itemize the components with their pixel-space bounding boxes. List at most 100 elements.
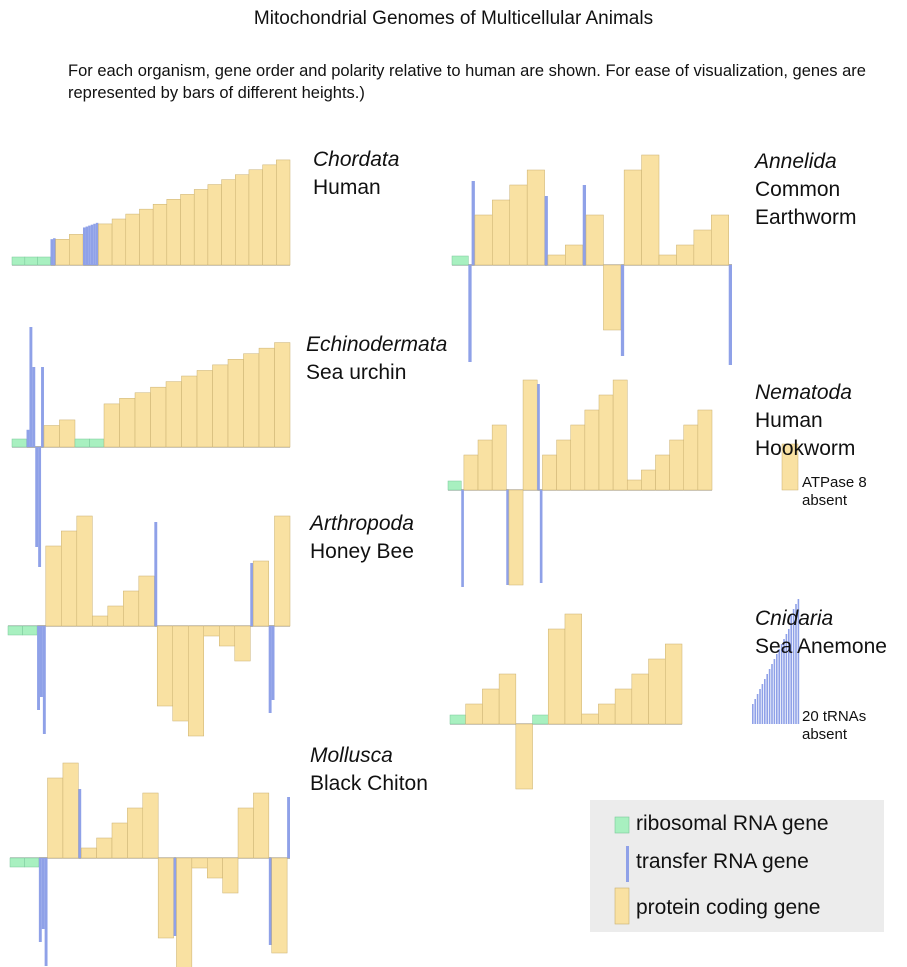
trna-gene-bar bbox=[173, 858, 177, 936]
protein-gene-bar bbox=[271, 857, 288, 954]
protein-gene-bar bbox=[55, 239, 70, 266]
protein-gene-bar bbox=[138, 575, 155, 627]
trna-gene-bar bbox=[544, 196, 548, 265]
rrna-gene-bar bbox=[449, 714, 466, 725]
protein-gene-bar bbox=[614, 688, 633, 725]
protein-gene-bar bbox=[76, 515, 93, 627]
absent-trna-bar bbox=[761, 684, 764, 724]
protein-gene-bar bbox=[139, 208, 154, 266]
protein-gene-bar bbox=[603, 264, 622, 331]
protein-gene-bar bbox=[564, 613, 582, 725]
phylum-name: Mollusca bbox=[310, 744, 393, 767]
caption: For each organism, gene order and polari… bbox=[68, 62, 866, 102]
trna-gene-bar bbox=[29, 327, 33, 447]
protein-gene-bar bbox=[150, 386, 167, 448]
trna-gene-bar bbox=[82, 227, 86, 265]
protein-gene-bar bbox=[542, 454, 557, 491]
rrna-gene-bar bbox=[532, 714, 549, 725]
protein-gene-bar bbox=[166, 199, 181, 266]
page-title: Mitochondrial Genomes of Multicellular A… bbox=[253, 8, 654, 29]
protein-gene-bar bbox=[274, 515, 291, 627]
absent-atpase8-bar bbox=[781, 443, 799, 491]
rrna-gene-bar bbox=[11, 438, 27, 448]
protein-gene-bar bbox=[482, 688, 500, 725]
rrna-gene-bar bbox=[9, 857, 25, 868]
protein-gene-bar bbox=[107, 605, 124, 627]
protein-gene-bar bbox=[234, 625, 251, 662]
trna-gene-bar bbox=[32, 367, 36, 447]
trna-gene-bar bbox=[154, 522, 158, 626]
protein-gene-bar bbox=[62, 762, 79, 859]
rrna-gene-bar bbox=[447, 480, 462, 491]
protein-gene-bar bbox=[491, 424, 507, 491]
absent-trna-bar bbox=[792, 609, 795, 724]
panel-label-arthropoda: Arthropoda Honey Bee bbox=[310, 510, 414, 566]
protein-gene-bar bbox=[172, 625, 189, 722]
protein-gene-bar bbox=[207, 857, 223, 879]
trna-gene-bar bbox=[95, 222, 99, 265]
protein-gene-bar bbox=[498, 673, 517, 725]
rrna-gene-bar bbox=[451, 255, 469, 266]
absent-trna-bar bbox=[797, 599, 800, 724]
protein-gene-bar bbox=[665, 643, 683, 725]
protein-gene-bar bbox=[570, 424, 586, 491]
protein-gene-bar bbox=[156, 625, 173, 707]
protein-gene-bar bbox=[526, 169, 545, 266]
trna-gene-bar bbox=[582, 185, 587, 265]
protein-gene-bar bbox=[585, 214, 604, 266]
panel-label-chordata: Chordata Human bbox=[313, 146, 399, 202]
trna-gene-bar bbox=[468, 265, 472, 362]
protein-gene-bar bbox=[96, 837, 113, 859]
trna-gene-bar bbox=[85, 226, 89, 265]
protein-gene-bar bbox=[648, 658, 666, 725]
absent-trna-bar bbox=[785, 634, 788, 724]
trna-gene-bar bbox=[44, 858, 48, 966]
trna-gene-bar bbox=[539, 490, 543, 583]
trna-gene-bar bbox=[471, 181, 475, 265]
trna-gene-bar bbox=[41, 367, 44, 447]
protein-gene-bar bbox=[127, 807, 144, 859]
protein-gene-bar bbox=[641, 154, 660, 266]
protein-gene-bar bbox=[474, 214, 493, 266]
rrna-gene-bar bbox=[24, 256, 38, 266]
protein-gene-bar bbox=[683, 424, 699, 491]
rrna-gene-bar bbox=[37, 256, 51, 266]
protein-gene-bar bbox=[187, 625, 205, 737]
protein-gene-bar bbox=[92, 615, 109, 627]
protein-gene-bar bbox=[274, 342, 291, 448]
organism-name: Human bbox=[313, 176, 381, 199]
panel-label-cnidaria: Cnidaria Sea Anemone bbox=[755, 605, 887, 661]
protein-gene-bar bbox=[134, 392, 151, 448]
protein-gene-bar bbox=[59, 419, 76, 448]
protein-gene-bar bbox=[508, 489, 524, 586]
trna-gene-bar bbox=[38, 447, 42, 567]
rrna-gene-bar bbox=[74, 438, 90, 448]
trna-gene-bar bbox=[90, 224, 94, 265]
protein-gene-bar bbox=[623, 169, 642, 266]
protein-gene-bar bbox=[125, 213, 140, 266]
protein-gene-bar bbox=[142, 792, 159, 859]
protein-gene-bar bbox=[191, 857, 208, 869]
phylum-name: Arthropoda bbox=[310, 512, 414, 535]
protein-gene-bar bbox=[222, 857, 239, 894]
protein-gene-bar bbox=[196, 370, 213, 448]
protein-gene-bar bbox=[252, 560, 269, 627]
absent-trna-bar bbox=[752, 704, 754, 724]
trna-gene-bar bbox=[35, 447, 39, 547]
absent-trna-bar bbox=[776, 654, 778, 724]
protein-gene-bar bbox=[515, 723, 533, 790]
absent-trna-bar bbox=[754, 699, 756, 724]
protein-gene-bar bbox=[221, 179, 236, 266]
protein-gene-bar bbox=[631, 673, 649, 725]
trna-gene-bar bbox=[38, 858, 42, 942]
absent-trna-bar bbox=[788, 629, 790, 724]
trna-gene-bar bbox=[50, 239, 54, 265]
panel-label-nematoda: Nematoda Human Hookworm bbox=[755, 379, 855, 463]
organism-name: Black Chiton bbox=[310, 772, 428, 795]
absent-trna-bar bbox=[790, 614, 792, 724]
protein-gene-bar bbox=[212, 364, 229, 448]
absent-trna-bar bbox=[795, 604, 797, 724]
absent-trna-bar bbox=[768, 669, 771, 724]
organism-name: Sea urchin bbox=[306, 361, 407, 384]
protein-gene-bar bbox=[47, 777, 64, 859]
